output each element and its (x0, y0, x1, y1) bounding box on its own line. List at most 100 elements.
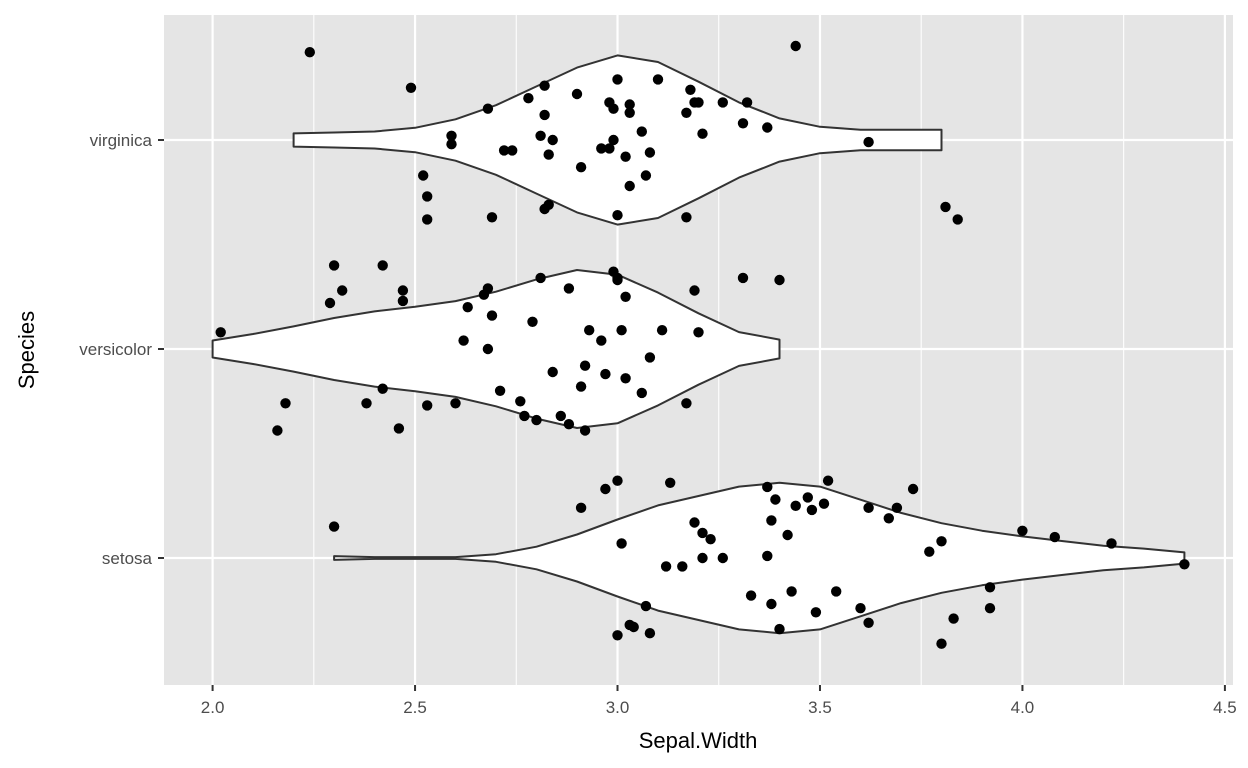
data-point-virginica (685, 84, 696, 96)
data-point-setosa (855, 603, 866, 614)
data-point-versicolor (377, 383, 388, 394)
data-point-virginica (636, 126, 647, 137)
data-point-versicolor (584, 325, 595, 336)
data-point-setosa (790, 500, 801, 511)
data-point-versicolor (693, 327, 704, 338)
data-point-setosa (1179, 559, 1190, 570)
data-point-setosa (616, 538, 627, 549)
data-point-setosa (697, 552, 708, 564)
data-point-setosa (717, 552, 728, 564)
data-point-setosa (810, 607, 822, 618)
data-point-virginica (652, 74, 664, 85)
y-tick-label-virginica: virginica (90, 131, 153, 150)
violin-versicolor (211, 269, 781, 429)
data-point-virginica (644, 147, 656, 158)
data-point-virginica (446, 139, 457, 150)
data-point-versicolor (620, 291, 631, 302)
data-point-setosa (891, 502, 903, 513)
y-tick-label-versicolor: versicolor (79, 340, 152, 359)
data-point-virginica (507, 145, 518, 156)
data-point-setosa (745, 590, 757, 601)
data-point-versicolor (397, 285, 409, 296)
y-tick-label-setosa: setosa (102, 549, 153, 568)
data-point-versicolor (737, 272, 749, 284)
x-tick-label: 4.0 (1011, 698, 1035, 717)
data-point-versicolor (337, 285, 348, 296)
data-point-setosa (1049, 531, 1061, 543)
data-point-setosa (640, 600, 652, 612)
data-point-versicolor (563, 419, 575, 430)
point-layer (215, 40, 1190, 649)
data-point-virginica (790, 40, 801, 52)
data-point-versicolor (393, 423, 405, 434)
data-point-setosa (1017, 525, 1028, 536)
data-point-setosa (984, 603, 996, 614)
data-point-versicolor (531, 414, 542, 426)
data-point-versicolor (450, 398, 461, 409)
data-point-setosa (883, 513, 894, 524)
data-point-versicolor (397, 295, 409, 307)
data-point-versicolor (486, 310, 498, 321)
data-point-setosa (806, 504, 818, 516)
data-point-versicolor (527, 316, 538, 327)
data-point-versicolor (596, 335, 607, 346)
data-point-versicolor (280, 398, 291, 409)
data-point-versicolor (328, 260, 340, 271)
data-point-setosa (644, 628, 656, 639)
data-point-setosa (705, 534, 716, 545)
data-point-virginica (535, 130, 546, 141)
data-point-virginica (498, 145, 510, 156)
data-point-setosa (786, 586, 797, 597)
data-point-setosa (822, 475, 834, 486)
data-point-setosa (782, 529, 793, 541)
data-point-virginica (405, 82, 417, 94)
data-point-versicolor (547, 366, 558, 378)
data-point-versicolor (515, 396, 526, 407)
data-point-virginica (304, 47, 315, 58)
data-point-virginica (762, 122, 773, 133)
data-point-setosa (660, 561, 672, 572)
data-point-setosa (924, 546, 935, 557)
data-point-setosa (762, 481, 773, 493)
data-point-setosa (948, 613, 959, 624)
data-point-versicolor (579, 425, 591, 436)
data-point-setosa (863, 617, 874, 628)
y-axis-title: Species (14, 311, 39, 389)
data-point-virginica (612, 210, 623, 221)
data-point-virginica (539, 80, 550, 91)
data-point-setosa (689, 517, 700, 528)
data-point-setosa (762, 550, 773, 562)
data-point-virginica (482, 103, 494, 114)
data-point-setosa (936, 536, 947, 547)
data-point-setosa (677, 561, 688, 572)
x-tick-label: 2.5 (403, 698, 427, 717)
data-point-virginica (697, 128, 708, 139)
x-tick-label: 2.0 (201, 698, 225, 717)
data-point-versicolor (644, 352, 656, 363)
data-point-setosa (907, 483, 919, 495)
data-point-virginica (737, 118, 749, 129)
data-point-setosa (1106, 538, 1117, 549)
data-point-versicolor (462, 302, 473, 313)
data-point-setosa (774, 623, 785, 635)
data-point-virginica (620, 151, 631, 162)
data-point-setosa (665, 477, 676, 488)
data-point-versicolor (774, 274, 785, 286)
data-point-setosa (766, 515, 777, 526)
data-point-versicolor (681, 398, 692, 409)
data-point-versicolor (482, 343, 494, 355)
data-point-virginica (523, 93, 534, 104)
data-point-setosa (818, 498, 830, 509)
data-point-virginica (543, 199, 554, 210)
data-point-setosa (863, 502, 874, 513)
x-tick-label: 3.5 (808, 698, 832, 717)
data-point-virginica (940, 201, 951, 213)
data-point-versicolor (612, 272, 623, 284)
data-point-virginica (604, 143, 615, 154)
data-point-virginica (624, 180, 635, 192)
data-point-versicolor (616, 325, 627, 336)
data-point-versicolor (535, 272, 546, 284)
data-point-setosa (802, 492, 813, 503)
data-point-virginica (486, 212, 498, 223)
